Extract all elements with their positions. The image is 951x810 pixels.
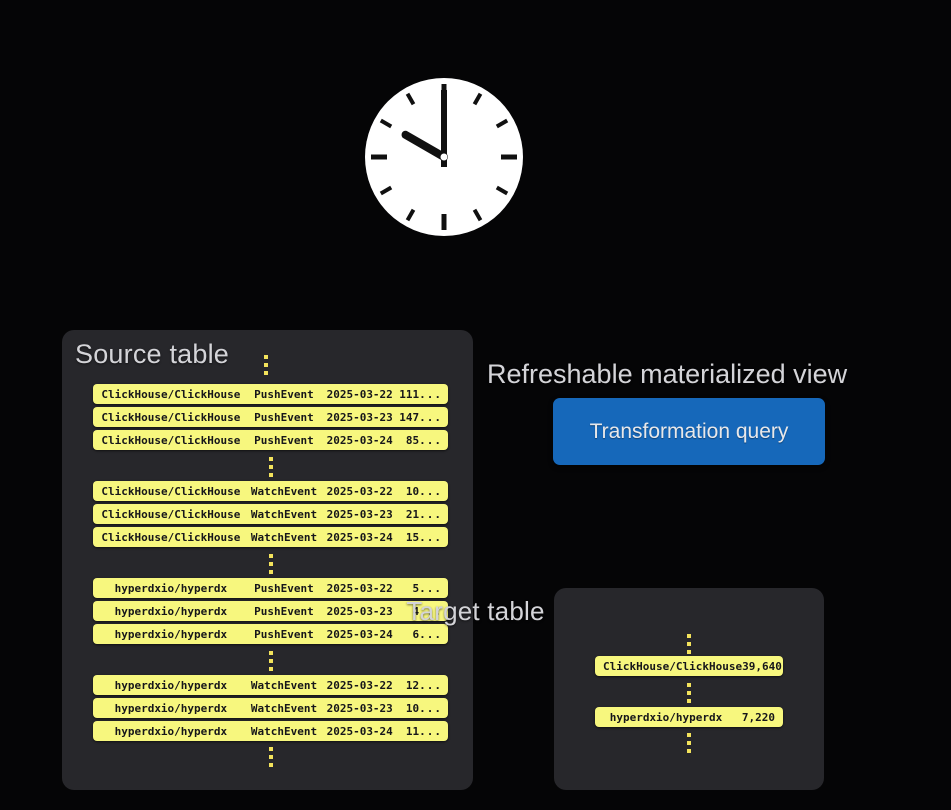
cell-date: 2025-03-22 (326, 581, 393, 595)
source-table-rows: ClickHouse/ClickHouse PushEvent 2025-03-22… (93, 384, 448, 770)
cell-repo: hyperdxio/hyperdx (114, 701, 228, 715)
cell-count: 5 (412, 581, 420, 595)
cell-date: 2025-03-23 (326, 604, 393, 618)
cell-count: 7,220 (741, 710, 775, 724)
cell-more: ... (419, 678, 442, 692)
cell-count: 15 (405, 530, 420, 544)
cell-more: ... (419, 387, 442, 401)
target-table-title-text: Target table (406, 596, 545, 626)
cell-date: 2025-03-23 (326, 410, 393, 424)
cell-event: WatchEvent (250, 484, 318, 498)
table-row: ClickHouse/ClickHouse PushEvent 2025-03-23… (93, 407, 448, 427)
cell-more: ... (419, 627, 442, 641)
cell-date: 2025-03-22 (326, 678, 393, 692)
cell-more: ... (419, 530, 442, 544)
row-group-ellipsis (595, 679, 783, 707)
target-table-rows: ClickHouse/ClickHouse 39,640 hyperdxio/hyp… (595, 632, 783, 756)
cell-count: 39,640 (742, 659, 782, 673)
table-row: ClickHouse/ClickHouse WatchEvent 2025-03-2… (93, 527, 448, 547)
source-header-ellipsis (264, 352, 268, 378)
cell-repo: ClickHouse/ClickHouse (101, 410, 241, 424)
refreshable-materialized-view-title: Refreshable materialized view (487, 359, 848, 389)
table-row: hyperdxio/hyperdx 7,220 (595, 707, 783, 727)
row-group-ellipsis (93, 647, 448, 675)
cell-date: 2025-03-23 (326, 507, 393, 521)
cell-event: WatchEvent (250, 724, 318, 738)
cell-count: 4 (412, 604, 420, 618)
cell-event: PushEvent (254, 581, 314, 595)
cell-repo: ClickHouse/ClickHouse (101, 530, 241, 544)
table-row: hyperdxio/hyperdx WatchEvent 2025-03-24 11.… (93, 721, 448, 741)
cell-count: 147 (399, 410, 420, 424)
cell-date: 2025-03-23 (326, 701, 393, 715)
cell-more: ... (419, 724, 442, 738)
cell-count: 85 (405, 433, 420, 447)
transformation-query-label: Transformation query (589, 419, 789, 443)
row-group-ellipsis (93, 744, 448, 770)
table-row: ClickHouse/ClickHouse PushEvent 2025-03-22… (93, 384, 448, 404)
table-row: ClickHouse/ClickHouse WatchEvent 2025-03-2… (93, 504, 448, 524)
target-table-panel (554, 588, 824, 790)
cell-more: ... (419, 701, 442, 715)
target-table-title: Target table (0, 598, 951, 624)
cell-more: ... (419, 410, 442, 424)
cell-date: 2025-03-24 (326, 433, 393, 447)
cell-count: 111 (399, 387, 420, 401)
cell-repo: ClickHouse/ClickHouse (603, 659, 743, 673)
cell-repo: hyperdxio/hyperdx (114, 724, 228, 738)
table-row: ClickHouse/ClickHouse PushEvent 2025-03-24… (93, 430, 448, 450)
cell-count: 11 (405, 724, 420, 738)
cell-more: ... (419, 604, 442, 618)
cell-event: WatchEvent (250, 701, 318, 715)
cell-more: ... (419, 581, 442, 595)
table-row: ClickHouse/ClickHouse 39,640 (595, 656, 783, 676)
cell-count: 6 (412, 627, 420, 641)
row-group-ellipsis (595, 632, 783, 656)
cell-repo: hyperdxio/hyperdx (114, 604, 228, 618)
wall-clock-icon (365, 78, 523, 236)
cell-event: PushEvent (254, 410, 314, 424)
cell-event: WatchEvent (250, 530, 318, 544)
cell-repo: hyperdxio/hyperdx (114, 678, 228, 692)
table-row: hyperdxio/hyperdx WatchEvent 2025-03-23 10.… (93, 698, 448, 718)
cell-count: 10 (405, 484, 420, 498)
table-row: hyperdxio/hyperdx PushEvent 2025-03-23 4... (93, 601, 448, 621)
cell-event: PushEvent (254, 433, 314, 447)
table-row: hyperdxio/hyperdx PushEvent 2025-03-24 6... (93, 624, 448, 644)
cell-repo: hyperdxio/hyperdx (609, 710, 723, 724)
cell-repo: hyperdxio/hyperdx (114, 627, 228, 641)
cell-date: 2025-03-22 (326, 484, 393, 498)
row-group-ellipsis (93, 550, 448, 578)
cell-event: WatchEvent (250, 678, 318, 692)
cell-count: 12 (405, 678, 420, 692)
row-group-ellipsis (595, 730, 783, 756)
cell-more: ... (419, 433, 442, 447)
cell-event: PushEvent (254, 627, 314, 641)
cell-date: 2025-03-24 (326, 530, 393, 544)
row-group-ellipsis (93, 453, 448, 481)
cell-date: 2025-03-24 (326, 724, 393, 738)
cell-event: PushEvent (254, 604, 314, 618)
cell-count: 21 (405, 507, 420, 521)
cell-more: ... (419, 484, 442, 498)
cell-date: 2025-03-22 (326, 387, 393, 401)
table-row: hyperdxio/hyperdx PushEvent 2025-03-22 5... (93, 578, 448, 598)
cell-more: ... (419, 507, 442, 521)
table-row: ClickHouse/ClickHouse WatchEvent 2025-03-2… (93, 481, 448, 501)
cell-repo: ClickHouse/ClickHouse (101, 387, 241, 401)
cell-repo: ClickHouse/ClickHouse (101, 484, 241, 498)
cell-event: PushEvent (254, 387, 314, 401)
cell-count: 10 (405, 701, 420, 715)
cell-event: WatchEvent (250, 507, 318, 521)
cell-repo: ClickHouse/ClickHouse (101, 433, 241, 447)
table-row: hyperdxio/hyperdx WatchEvent 2025-03-22 12.… (93, 675, 448, 695)
cell-repo: hyperdxio/hyperdx (114, 581, 228, 595)
transformation-query-button[interactable]: Transformation query (553, 398, 825, 465)
source-table-title: Source table (75, 339, 229, 369)
cell-date: 2025-03-24 (326, 627, 393, 641)
cell-repo: ClickHouse/ClickHouse (101, 507, 241, 521)
